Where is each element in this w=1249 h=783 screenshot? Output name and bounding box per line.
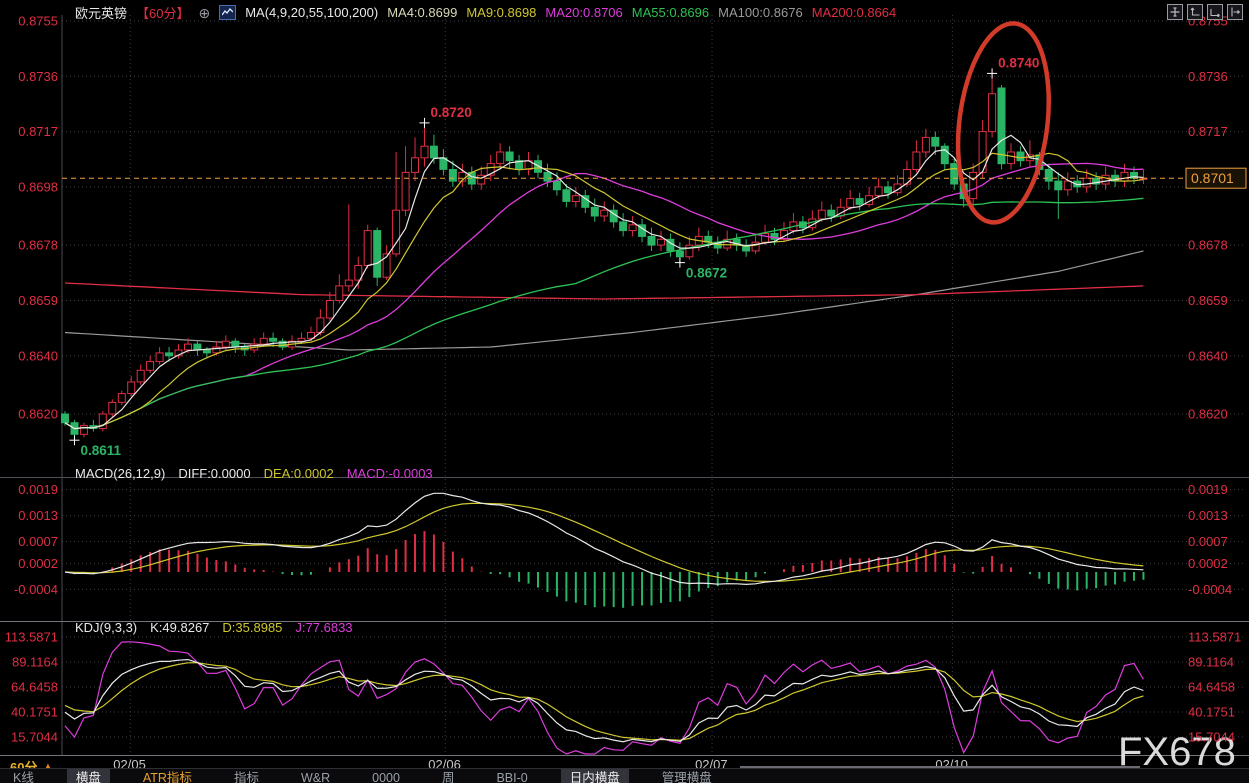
- svg-text:15.7044: 15.7044: [1188, 730, 1235, 745]
- svg-text:0.8717: 0.8717: [1188, 124, 1228, 139]
- svg-text:0.8740: 0.8740: [998, 55, 1039, 70]
- svg-text:64.6458: 64.6458: [11, 680, 58, 695]
- horizontal-scrollbar[interactable]: [740, 766, 1140, 768]
- expand-icon[interactable]: ⊕: [198, 4, 211, 21]
- svg-text:0.8678: 0.8678: [1188, 238, 1228, 253]
- svg-text:0.0013: 0.0013: [18, 508, 58, 523]
- svg-text:0.8640: 0.8640: [1188, 348, 1228, 363]
- ma100-value: MA100:0.8676: [718, 5, 803, 20]
- chart-toolbar: [1167, 4, 1243, 20]
- kdj-d-value: D:35.8985: [222, 620, 283, 635]
- svg-text:0.8720: 0.8720: [430, 105, 471, 120]
- bottom-tab-strip: K线 横盘 ATR指标 指标 W&R 0000 周 BBI-0 日内横盘 管理横盘: [0, 768, 1249, 783]
- svg-text:0.0007: 0.0007: [1188, 534, 1228, 549]
- bottom-tab[interactable]: 周: [441, 771, 455, 783]
- svg-text:113.5871: 113.5871: [5, 630, 58, 645]
- bottom-tab[interactable]: 0000: [372, 771, 400, 783]
- symbol-title: 欧元英镑: [75, 6, 128, 21]
- bottom-tab[interactable]: 横盘: [66, 769, 110, 783]
- svg-text:0.8672: 0.8672: [686, 266, 727, 281]
- svg-text:0.8736: 0.8736: [1188, 69, 1228, 84]
- ma9-value: MA9:0.8698: [466, 5, 537, 20]
- move-icon[interactable]: [1167, 4, 1183, 20]
- axis-zoom-right-icon[interactable]: [1207, 4, 1223, 20]
- bottom-tab[interactable]: K线: [13, 771, 34, 783]
- svg-text:0.8640: 0.8640: [18, 348, 58, 363]
- svg-text:15.7044: 15.7044: [11, 730, 58, 745]
- svg-text:0.0019: 0.0019: [18, 482, 58, 497]
- indicator-chart-icon[interactable]: [219, 5, 237, 20]
- svg-text:0.8736: 0.8736: [18, 69, 58, 84]
- svg-text:0.8717: 0.8717: [18, 124, 58, 139]
- macd-params-label: MACD(26,12,9): [75, 466, 166, 481]
- svg-text:0.8620: 0.8620: [1188, 406, 1228, 421]
- svg-text:64.6458: 64.6458: [1188, 680, 1235, 695]
- svg-text:0.0002: 0.0002: [18, 556, 58, 571]
- pan-right-icon[interactable]: [1227, 4, 1243, 20]
- kdj-k-value: K:49.8267: [150, 620, 210, 635]
- ma4-value: MA4:0.8699: [387, 5, 458, 20]
- macd-value: MACD:-0.0003: [346, 466, 433, 481]
- bottom-tab[interactable]: 日内横盘: [560, 769, 629, 783]
- bottom-tab[interactable]: BBI-0: [496, 771, 528, 783]
- kdj-j-value: J:77.6833: [295, 620, 353, 635]
- svg-text:40.1751: 40.1751: [1188, 705, 1235, 720]
- ma20-value: MA20:0.8706: [545, 5, 623, 20]
- svg-text:-0.0004: -0.0004: [14, 582, 58, 597]
- svg-text:0.8678: 0.8678: [18, 238, 58, 253]
- bottom-tab[interactable]: 管理横盘: [661, 771, 712, 783]
- svg-text:0.8698: 0.8698: [18, 179, 58, 194]
- ma55-value: MA55:0.8696: [631, 5, 710, 20]
- bottom-tab[interactable]: ATR指标: [142, 771, 192, 783]
- main-chart-header: 欧元英镑 【60分】 ⊕ MA(4,9,20,55,100,200) MA4:0…: [75, 3, 896, 22]
- svg-text:0.8701: 0.8701: [1191, 170, 1234, 186]
- timeframe-badge: 【60分】: [136, 6, 190, 21]
- axis-zoom-left-icon[interactable]: [1187, 4, 1203, 20]
- svg-text:0.0002: 0.0002: [1188, 556, 1228, 571]
- bottom-tab[interactable]: 指标: [233, 771, 259, 783]
- svg-text:0.0007: 0.0007: [18, 534, 58, 549]
- svg-text:89.1164: 89.1164: [1188, 655, 1234, 670]
- macd-header: MACD(26,12,9) DIFF:0.0000 DEA:0.0002 MAC…: [75, 466, 433, 481]
- svg-text:0.8611: 0.8611: [80, 443, 121, 458]
- svg-text:0.8659: 0.8659: [1188, 293, 1228, 308]
- kdj-header: KDJ(9,3,3) K:49.8267 D:35.8985 J:77.6833: [75, 620, 353, 635]
- macd-diff-value: DIFF:0.0000: [178, 466, 251, 481]
- svg-text:-0.0004: -0.0004: [1188, 582, 1232, 597]
- svg-text:113.5871: 113.5871: [1188, 630, 1241, 645]
- svg-text:0.0013: 0.0013: [1188, 508, 1228, 523]
- chevron-up-icon: ▲: [42, 760, 54, 773]
- svg-text:40.1751: 40.1751: [11, 705, 58, 720]
- svg-text:0.8755: 0.8755: [18, 14, 58, 29]
- svg-text:89.1164: 89.1164: [12, 655, 58, 670]
- kdj-params-label: KDJ(9,3,3): [75, 620, 138, 635]
- bottom-tab[interactable]: W&R: [300, 771, 331, 783]
- svg-text:0.8659: 0.8659: [18, 293, 58, 308]
- macd-dea-value: DEA:0.0002: [263, 466, 334, 481]
- svg-text:0.0019: 0.0019: [1188, 482, 1228, 497]
- ma200-value: MA200:0.8664: [811, 5, 897, 20]
- ma-params-label: MA(4,9,20,55,100,200): [245, 5, 379, 20]
- svg-text:0.8620: 0.8620: [18, 406, 58, 421]
